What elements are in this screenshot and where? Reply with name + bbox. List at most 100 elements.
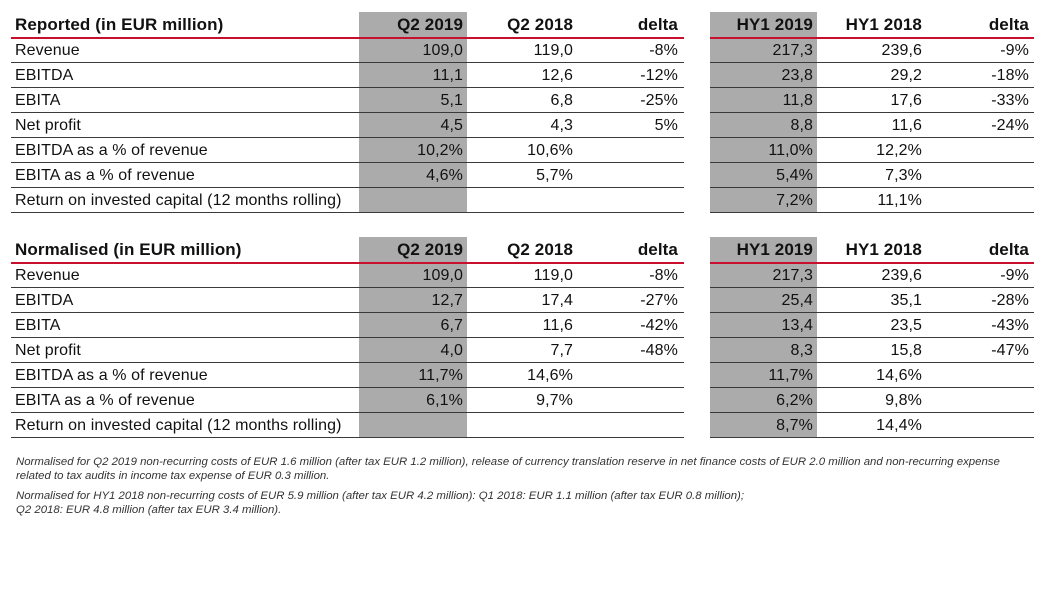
table-cell: 29,2 xyxy=(890,67,922,84)
table-cell xyxy=(577,414,678,438)
column-header: HY1 2019 xyxy=(736,239,813,259)
table-row: Revenue 109,0 119,0 -8% 217,3 239,6 -9% xyxy=(11,264,1034,288)
table-cell: 11,6 xyxy=(542,317,573,334)
footnotes: Normalised for Q2 2019 non-recurring cos… xyxy=(16,455,1036,523)
row-divider xyxy=(11,212,684,213)
column-header: delta xyxy=(988,239,1029,259)
table-cell: 6,8 xyxy=(550,92,573,109)
table-cell xyxy=(926,189,1029,213)
table-cell: 7,3% xyxy=(885,167,922,184)
table-cell: 6,1% xyxy=(426,392,463,409)
table-cell xyxy=(926,364,1029,388)
normalised-header: Normalised (in EUR million) Q2 2019 Q2 2… xyxy=(11,237,1034,264)
table-cell xyxy=(359,414,463,438)
table-cell xyxy=(577,189,678,213)
row-divider xyxy=(710,162,1034,163)
table-cell: 15,8 xyxy=(890,342,922,359)
row-label: Revenue xyxy=(15,42,80,59)
table-cell xyxy=(577,389,678,413)
table-cell: 17,4 xyxy=(541,292,573,309)
row-label: EBITDA as a % of revenue xyxy=(15,142,208,159)
table-cell: 7,2% xyxy=(776,192,813,209)
table-cell xyxy=(469,414,573,438)
table-cell: 12,2% xyxy=(876,142,922,159)
column-header: HY1 2018 xyxy=(845,239,922,259)
column-header: Q2 2019 xyxy=(397,239,463,259)
table-cell: 11,1 xyxy=(432,67,463,84)
table-cell: 4,6% xyxy=(426,167,463,184)
table-cell: 9,8% xyxy=(885,392,922,409)
table-cell: -42% xyxy=(640,317,678,334)
row-divider xyxy=(11,137,684,138)
table-cell: -8% xyxy=(649,42,678,59)
table-row: EBITDA 11,1 12,6 -12% 23,8 29,2 -18% xyxy=(11,64,1034,88)
table-cell: -18% xyxy=(991,67,1029,84)
table-cell xyxy=(359,189,463,213)
table-title: Reported (in EUR million) xyxy=(15,14,224,34)
row-divider xyxy=(710,387,1034,388)
table-cell: -33% xyxy=(991,92,1029,109)
table-cell: 14,6% xyxy=(527,367,573,384)
row-divider xyxy=(710,312,1034,313)
table-cell: -8% xyxy=(649,267,678,284)
table-cell xyxy=(577,164,678,188)
row-label: EBITA xyxy=(15,92,61,109)
table-row: EBITA as a % of revenue 6,1% 9,7% 6,2% 9,8% xyxy=(11,389,1034,413)
table-cell: 11,8 xyxy=(782,92,813,109)
row-label: EBITA xyxy=(15,317,61,334)
header-underline xyxy=(11,37,684,39)
table-cell: 11,7% xyxy=(418,367,463,384)
row-label: Net profit xyxy=(15,117,81,134)
table-row: Return on invested capital (12 months ro… xyxy=(11,414,1034,438)
column-header: delta xyxy=(637,239,678,259)
row-divider xyxy=(11,62,684,63)
row-divider xyxy=(710,112,1034,113)
table-cell: 119,0 xyxy=(533,267,573,284)
table-cell: 13,4 xyxy=(781,317,813,334)
row-label: Revenue xyxy=(15,267,80,284)
table-cell: 5,7% xyxy=(536,167,573,184)
table-row: EBITDA as a % of revenue 10,2% 10,6% 11,0% 1… xyxy=(11,139,1034,163)
column-header: HY1 2019 xyxy=(736,14,813,34)
row-label: Return on invested capital (12 months ro… xyxy=(15,192,342,209)
row-divider xyxy=(11,362,684,363)
table-cell: 25,4 xyxy=(781,292,813,309)
table-cell: -9% xyxy=(1000,42,1029,59)
column-header: Q2 2019 xyxy=(397,14,463,34)
table-cell xyxy=(926,389,1029,413)
row-divider xyxy=(710,287,1034,288)
table-cell: 217,3 xyxy=(772,42,813,59)
row-label: EBITDA xyxy=(15,292,74,309)
table-cell: 8,8 xyxy=(790,117,813,134)
table-cell: 119,0 xyxy=(533,42,573,59)
row-divider xyxy=(710,337,1034,338)
table-cell: 4,0 xyxy=(440,342,463,359)
table-cell: -48% xyxy=(640,342,678,359)
table-title: Normalised (in EUR million) xyxy=(15,239,242,259)
table-cell: 217,3 xyxy=(772,267,813,284)
table-cell: 14,4% xyxy=(876,417,922,434)
row-divider xyxy=(11,412,684,413)
table-row: EBITA as a % of revenue 4,6% 5,7% 5,4% 7,3% xyxy=(11,164,1034,188)
table-cell: 7,7 xyxy=(550,342,573,359)
table-row: Net profit 4,0 7,7 -48% 8,3 15,8 -47% xyxy=(11,339,1034,363)
table-cell: 5,4% xyxy=(776,167,813,184)
row-divider xyxy=(710,437,1034,438)
column-header: Q2 2018 xyxy=(507,14,573,34)
row-divider xyxy=(11,87,684,88)
row-label: EBITDA as a % of revenue xyxy=(15,367,208,384)
table-cell: 6,2% xyxy=(776,392,813,409)
table-cell: -24% xyxy=(991,117,1029,134)
row-divider xyxy=(11,187,684,188)
row-divider xyxy=(11,112,684,113)
table-cell: 5% xyxy=(654,117,678,134)
table-cell xyxy=(469,189,573,213)
table-cell: 6,7 xyxy=(440,317,463,334)
table-cell: 5,1 xyxy=(440,92,463,109)
table-cell: 17,6 xyxy=(890,92,922,109)
table-cell: 4,5 xyxy=(440,117,463,134)
row-divider xyxy=(710,187,1034,188)
row-divider xyxy=(710,412,1034,413)
table-cell: 239,6 xyxy=(881,42,922,59)
column-header: delta xyxy=(988,14,1029,34)
